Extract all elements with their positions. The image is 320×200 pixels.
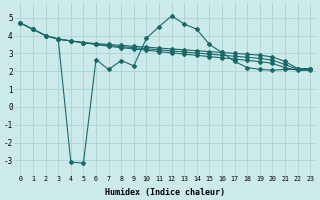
X-axis label: Humidex (Indice chaleur): Humidex (Indice chaleur)	[105, 188, 225, 197]
